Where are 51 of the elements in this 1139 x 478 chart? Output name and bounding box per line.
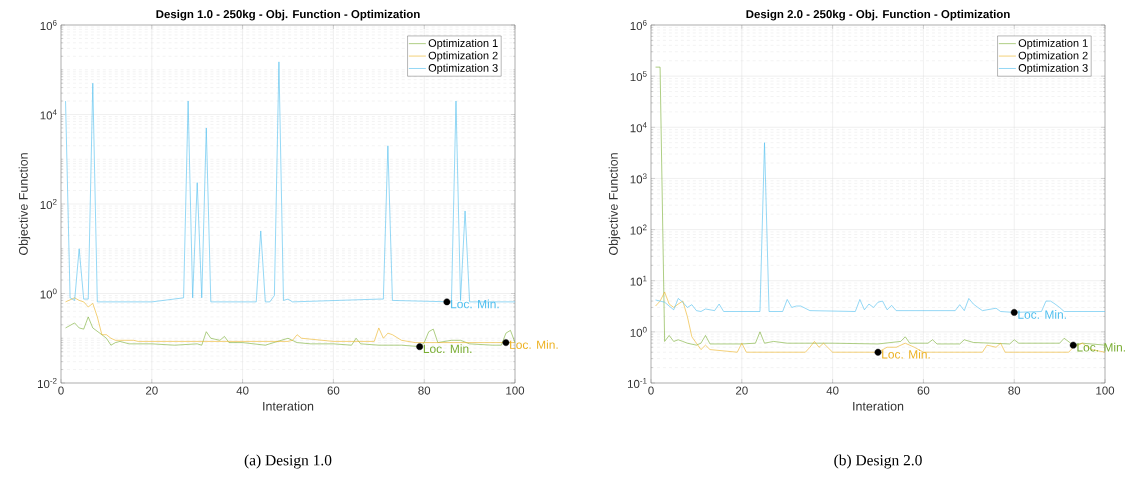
x-tick-label: 0 xyxy=(648,386,654,395)
y-tick-label: 10$^{0}$ xyxy=(630,326,647,337)
x-tick-label: 80 xyxy=(1008,386,1021,395)
y-tick-label: 10$^{0}$ xyxy=(40,288,57,299)
y-tick-label: 10$^{1}$ xyxy=(630,275,647,286)
text: (a) Design 1.0 xyxy=(244,454,332,469)
x-tick-label: 40 xyxy=(236,386,249,395)
annotation: Loc. Min. xyxy=(882,349,930,359)
x-tick-label: 40 xyxy=(826,386,839,395)
point xyxy=(1069,341,1077,349)
x-tick-label: 60 xyxy=(917,386,930,395)
point xyxy=(874,348,882,356)
y-tick-label: 10$^{6}$ xyxy=(630,19,647,31)
legend-label: Optimization 2 xyxy=(1018,51,1088,62)
y-axis-title: Objective Function xyxy=(18,153,31,255)
x-tick-label: 20 xyxy=(736,386,748,395)
y-tick-label: 10$^{5}$ xyxy=(630,71,647,82)
annotation: Loc. Min. xyxy=(1018,310,1066,319)
point xyxy=(502,339,510,346)
annotation: Loc. Min. xyxy=(1077,342,1125,352)
x-tick-label: 100 xyxy=(1096,386,1115,395)
x-tick-label: 100 xyxy=(506,386,525,395)
x-axis-title: Interation xyxy=(853,401,904,411)
legend-label: Optimization 3 xyxy=(428,63,498,74)
annotation: Loc. Min. xyxy=(423,344,472,354)
y-tick-label: 10$^{3}$ xyxy=(630,173,647,184)
legend-label: Optimization 1 xyxy=(428,38,498,50)
x-axis-title: Interation xyxy=(263,401,314,411)
text: (b) Design 2.0 xyxy=(834,454,922,469)
annotation: Loc. Min. xyxy=(451,299,499,309)
y-tick-label: 10$^{4}$ xyxy=(630,122,647,133)
y-axis-title: Objective Function xyxy=(608,153,621,255)
y-tick-label: 10$^{2}$ xyxy=(40,198,57,210)
x-tick-label: 80 xyxy=(418,386,431,395)
x-tick-label: 60 xyxy=(327,386,340,395)
legend-label: Optimization 2 xyxy=(428,51,498,62)
annotation: Loc. Min. xyxy=(510,340,558,349)
x-tick-label: 0 xyxy=(58,386,64,395)
point xyxy=(416,343,424,351)
y-tick-label: 10$^{6}$ xyxy=(40,19,57,31)
chart-title: Design 1.0 - 250kg - Obj. Function - Optimization xyxy=(156,9,420,21)
y-tick-label: 10$^{2}$ xyxy=(630,224,647,235)
y-tick-label: 10$^{-1}$ xyxy=(627,378,647,388)
point xyxy=(1010,309,1018,316)
legend-label: Optimization 1 xyxy=(1018,38,1088,50)
x-tick-label: 20 xyxy=(146,386,158,395)
y-tick-label: 10$^{-2}$ xyxy=(37,377,57,389)
y-tick-label: 10$^{4}$ xyxy=(40,109,57,120)
chart-title: Design 2.0 - 250kg - Obj. Function - Optimization xyxy=(746,9,1010,21)
point xyxy=(443,298,451,306)
legend-label: Optimization 3 xyxy=(1018,63,1088,74)
